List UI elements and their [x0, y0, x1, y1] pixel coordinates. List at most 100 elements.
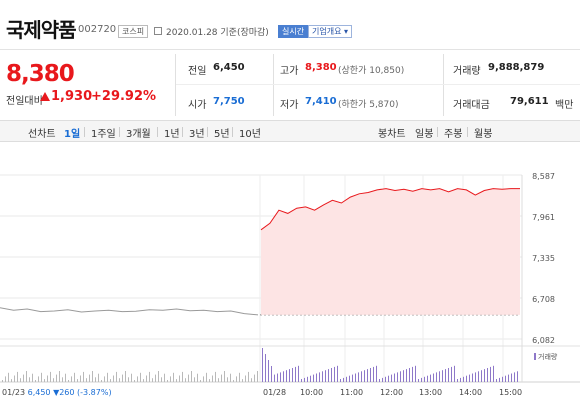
- low-value: 7,410: [305, 96, 337, 107]
- today-area: [261, 188, 520, 315]
- volume-bar: [224, 371, 225, 382]
- tab-3m[interactable]: 3개월: [126, 129, 151, 140]
- volume-bar: [274, 374, 275, 382]
- volume-legend: 거래량: [538, 353, 558, 361]
- volume-bar: [406, 369, 407, 382]
- tab-1y[interactable]: 1년: [164, 129, 180, 140]
- volume-bar: [2, 380, 3, 382]
- price-change: 1,930: [51, 89, 93, 104]
- volume-bar: [65, 373, 66, 382]
- today-price-line: [260, 188, 520, 231]
- volume-bar: [340, 379, 341, 382]
- tab-monthly[interactable]: 월봉: [474, 129, 493, 140]
- volume-bar: [481, 370, 482, 382]
- volume-bar: [436, 372, 437, 382]
- tab-1d[interactable]: 1일: [64, 129, 81, 140]
- volume-bar: [200, 380, 201, 382]
- x-tick-label: 13:00: [419, 388, 443, 397]
- lower-limit: (하한가 5,870): [338, 100, 399, 110]
- volume-bar: [245, 375, 246, 382]
- corp-info-dropdown[interactable]: 기업개요 ▾: [308, 25, 352, 38]
- calendar-icon: [154, 27, 162, 35]
- x-tick-label: 12:00: [380, 388, 404, 397]
- price-chart[interactable]: [0, 160, 580, 418]
- volume-bar: [236, 376, 237, 382]
- divider: [175, 54, 176, 116]
- volume-bar: [92, 371, 93, 382]
- tab-candle-chart[interactable]: 봉차트: [378, 129, 406, 140]
- volume-bar: [50, 371, 51, 382]
- volume-bar: [212, 375, 213, 382]
- volume-bar: [265, 354, 266, 382]
- volume-value: 9,888,879: [488, 62, 545, 73]
- volume-bar: [292, 368, 293, 382]
- volume-bar: [433, 373, 434, 382]
- x-tick-label: 01/28: [263, 388, 287, 397]
- prev-day-summary: 01/23 6,450 ▼260 (-3.87%): [2, 388, 112, 397]
- change-label: 전일대비: [6, 96, 43, 107]
- volume-bar: [101, 380, 102, 382]
- volume-bar: [32, 373, 33, 382]
- volume-bar: [496, 379, 497, 382]
- divider: [273, 54, 274, 116]
- volume-bar: [277, 373, 278, 382]
- tab-5y[interactable]: 5년: [214, 129, 230, 140]
- volume-bar: [239, 372, 240, 382]
- volume-bar: [358, 372, 359, 382]
- volume-bar: [29, 377, 30, 382]
- volume-bar: [167, 380, 168, 382]
- volume-bar: [304, 377, 305, 382]
- tab-line-chart[interactable]: 선차트: [28, 129, 56, 140]
- volume-bar: [95, 377, 96, 382]
- volume-bar: [233, 380, 234, 382]
- tab-weekly[interactable]: 주봉: [444, 129, 463, 140]
- volume-bar: [514, 372, 515, 382]
- y-tick-label: 8,587: [532, 172, 555, 181]
- volume-bar: [316, 373, 317, 382]
- volume-bar: [418, 379, 419, 382]
- volume-bar: [397, 372, 398, 382]
- volume-bar: [454, 365, 455, 382]
- volume-bar: [466, 375, 467, 382]
- tab-10y[interactable]: 10년: [239, 129, 261, 140]
- amount-label: 거래대금: [453, 100, 490, 111]
- volume-bar: [472, 373, 473, 382]
- up-arrow-icon: [40, 92, 50, 101]
- volume-bar: [268, 360, 269, 382]
- upper-limit: (상한가 10,850): [338, 66, 405, 76]
- volume-bar: [457, 379, 458, 382]
- volume-bar: [257, 371, 258, 382]
- volume-bar: [23, 374, 24, 382]
- volume-bar: [8, 372, 9, 382]
- tab-3y[interactable]: 3년: [189, 129, 205, 140]
- volume-bar: [448, 368, 449, 382]
- volume-bar: [251, 378, 252, 382]
- volume-bar: [14, 375, 15, 382]
- volume-bar: [209, 379, 210, 382]
- tab-daily[interactable]: 일봉: [415, 129, 434, 140]
- volume-bar: [149, 371, 150, 382]
- tab-1w[interactable]: 1주일: [91, 129, 116, 140]
- volume-bar: [170, 376, 171, 382]
- volume-bar: [242, 379, 243, 382]
- volume-bar: [221, 374, 222, 382]
- volume-bar: [376, 365, 377, 382]
- volume-bar: [158, 371, 159, 382]
- header-divider: [0, 49, 580, 50]
- chart-tabs: 선차트 1일 1주일 3개월 1년 3년 5년 10년 봉차트 일봉 주봉 월봉: [0, 120, 580, 142]
- prev-close-value: 6,450: [213, 62, 245, 73]
- current-price: 8,380: [6, 61, 75, 87]
- volume-bar: [155, 374, 156, 382]
- volume-bar: [173, 372, 174, 382]
- volume-bar: [56, 374, 57, 382]
- x-tick-label: 10:00: [300, 388, 324, 397]
- volume-bar: [337, 365, 338, 382]
- volume-bar: [38, 376, 39, 382]
- realtime-button[interactable]: 실시간: [278, 25, 309, 38]
- volume-bar: [230, 373, 231, 382]
- volume-bar: [98, 373, 99, 382]
- volume-bar: [424, 376, 425, 382]
- y-tick-label: 7,961: [532, 213, 555, 222]
- volume-bar: [487, 368, 488, 382]
- volume-bar: [343, 377, 344, 382]
